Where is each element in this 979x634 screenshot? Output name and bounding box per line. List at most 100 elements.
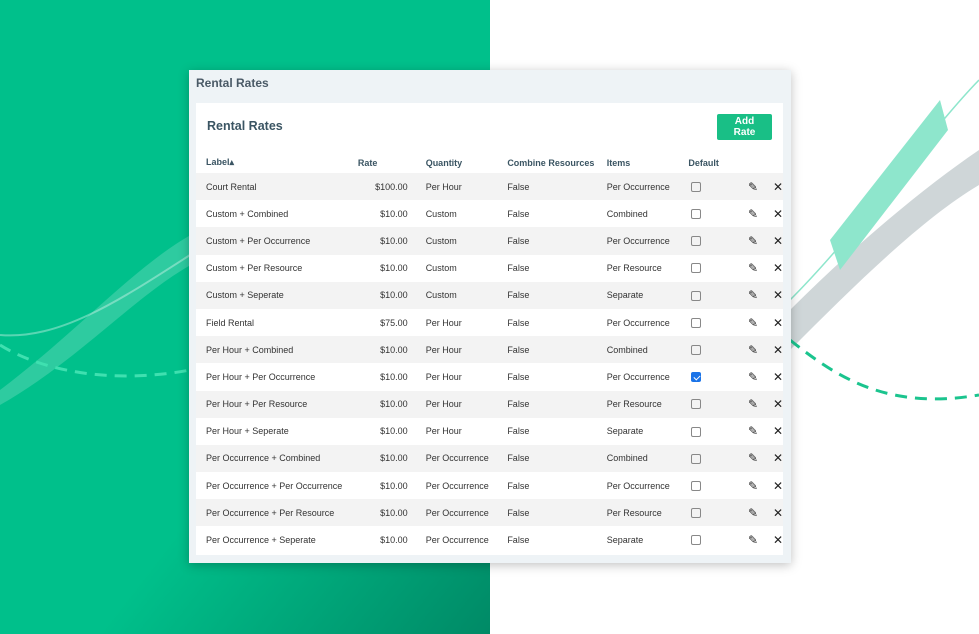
default-checkbox[interactable] <box>691 263 702 274</box>
column-header-items[interactable]: Items <box>606 157 631 168</box>
delete-x-icon[interactable]: ✕ <box>772 233 783 248</box>
cell-combine-resources: False <box>507 535 530 546</box>
cell-rate: $10.00 <box>380 426 408 437</box>
column-header-quantity[interactable]: Quantity <box>425 157 463 168</box>
cell-default <box>688 472 733 499</box>
cell-quantity: Per Hour <box>425 426 462 437</box>
default-checkbox[interactable] <box>691 480 702 491</box>
default-checkbox[interactable] <box>691 209 702 220</box>
cell-items: Separate <box>606 426 644 437</box>
edit-pencil-icon[interactable]: ✎ <box>748 206 759 221</box>
cell-default <box>688 418 733 445</box>
table-row: Per Occurrence + Seperate $10.00 Per Occ… <box>196 526 783 553</box>
table-row: Custom + Combined $10.00 Custom False Co… <box>196 200 783 227</box>
default-checkbox[interactable] <box>691 535 702 546</box>
rental-rates-card: Rental Rates Rental Rates Add Rate Label… <box>189 70 791 563</box>
delete-x-icon[interactable]: ✕ <box>772 206 783 221</box>
cell-quantity: Custom <box>425 290 457 301</box>
cell-default <box>688 363 733 390</box>
table-row: Per Hour + Per Resource $10.00 Per Hour … <box>196 390 783 418</box>
table-row: Per Hour + Combined $10.00 Per Hour Fals… <box>196 336 783 364</box>
edit-pencil-icon[interactable]: ✎ <box>748 397 759 412</box>
edit-pencil-icon[interactable]: ✎ <box>748 261 759 276</box>
cell-items: Combined <box>606 208 648 219</box>
delete-x-icon[interactable]: ✕ <box>772 369 783 384</box>
cell-items: Per Resource <box>606 507 662 518</box>
delete-x-icon[interactable]: ✕ <box>772 451 783 466</box>
delete-x-icon[interactable]: ✕ <box>772 424 783 439</box>
default-checkbox[interactable] <box>691 453 702 464</box>
table-row: Custom + Per Resource $10.00 Custom Fals… <box>196 255 783 282</box>
cell-combine-resources: False <box>507 317 530 328</box>
delete-x-icon[interactable]: ✕ <box>772 261 783 276</box>
cell-default <box>688 526 733 553</box>
cell-label: Per Hour + Per Occurrence <box>206 371 316 382</box>
edit-pencil-icon[interactable]: ✎ <box>748 424 759 439</box>
table-row: Field Rental $75.00 Per Hour False Per O… <box>196 309 783 336</box>
default-checkbox[interactable] <box>691 290 702 301</box>
delete-x-icon[interactable]: ✕ <box>772 478 783 493</box>
cell-default <box>688 336 733 363</box>
cell-quantity: Custom <box>425 208 457 219</box>
edit-pencil-icon[interactable]: ✎ <box>748 342 759 357</box>
table-header-row: Label▴ Rate Quantity Combine Resources I… <box>196 152 783 173</box>
cell-label: Custom + Per Occurrence <box>206 235 311 246</box>
cell-combine-resources: False <box>507 480 530 491</box>
cell-default <box>688 255 733 282</box>
cell-quantity: Custom <box>425 235 457 246</box>
cell-items: Per Occurrence <box>606 235 670 246</box>
table-row: Per Occurrence + Combined $10.00 Per Occ… <box>196 444 783 473</box>
cell-rate: $10.00 <box>380 263 408 274</box>
cell-items: Separate <box>606 290 644 301</box>
cell-quantity: Custom <box>425 263 457 274</box>
cell-items: Per Occurrence <box>606 480 670 491</box>
cell-combine-resources: False <box>507 399 530 410</box>
cell-items: Per Occurrence <box>606 317 670 328</box>
cell-items: Per Occurrence <box>606 371 670 382</box>
cell-combine-resources: False <box>507 344 530 355</box>
edit-pencil-icon[interactable]: ✎ <box>748 179 759 194</box>
cell-items: Per Resource <box>606 399 662 410</box>
column-header-label[interactable]: Label▴ <box>206 157 235 167</box>
edit-pencil-icon[interactable]: ✎ <box>748 533 759 548</box>
delete-x-icon[interactable]: ✕ <box>772 288 783 303</box>
column-header-combine-resources[interactable]: Combine Resources <box>507 157 595 168</box>
default-checkbox[interactable] <box>691 345 702 356</box>
cell-rate: $75.00 <box>380 317 408 328</box>
delete-x-icon[interactable]: ✕ <box>772 505 783 520</box>
default-checkbox[interactable] <box>691 317 702 328</box>
default-checkbox[interactable] <box>691 508 702 519</box>
edit-pencil-icon[interactable]: ✎ <box>748 369 759 384</box>
cell-combine-resources: False <box>507 507 530 518</box>
cell-combine-resources: False <box>507 235 530 246</box>
delete-x-icon[interactable]: ✕ <box>772 533 783 548</box>
cell-combine-resources: False <box>507 426 530 437</box>
column-header-default[interactable]: Default <box>688 157 719 168</box>
rental-rates-table: Label▴ Rate Quantity Combine Resources I… <box>196 152 783 554</box>
default-checkbox[interactable] <box>691 399 702 410</box>
edit-pencil-icon[interactable]: ✎ <box>748 288 759 303</box>
default-checkbox[interactable] <box>691 236 702 247</box>
delete-x-icon[interactable]: ✕ <box>772 342 783 357</box>
cell-label: Custom + Combined <box>206 208 289 219</box>
column-header-rate[interactable]: Rate <box>357 157 378 168</box>
delete-x-icon[interactable]: ✕ <box>772 397 783 412</box>
cell-rate: $10.00 <box>380 453 408 464</box>
edit-pencil-icon[interactable]: ✎ <box>748 451 759 466</box>
edit-pencil-icon[interactable]: ✎ <box>748 478 759 493</box>
cell-combine-resources: False <box>507 453 530 464</box>
add-rate-button[interactable]: Add Rate <box>717 114 772 140</box>
edit-pencil-icon[interactable]: ✎ <box>748 505 759 520</box>
card-title: Rental Rates <box>196 76 269 90</box>
default-checkbox[interactable] <box>691 372 702 383</box>
edit-pencil-icon[interactable]: ✎ <box>748 315 759 330</box>
edit-pencil-icon[interactable]: ✎ <box>748 233 759 248</box>
delete-x-icon[interactable]: ✕ <box>772 179 783 194</box>
table-row: Per Occurrence + Per Occurrence $10.00 P… <box>196 472 783 499</box>
default-checkbox[interactable] <box>691 426 702 437</box>
cell-default <box>688 391 733 418</box>
cell-rate: $10.00 <box>380 371 408 382</box>
cell-quantity: Per Occurrence <box>425 507 489 518</box>
default-checkbox[interactable] <box>691 181 702 192</box>
delete-x-icon[interactable]: ✕ <box>772 315 783 330</box>
